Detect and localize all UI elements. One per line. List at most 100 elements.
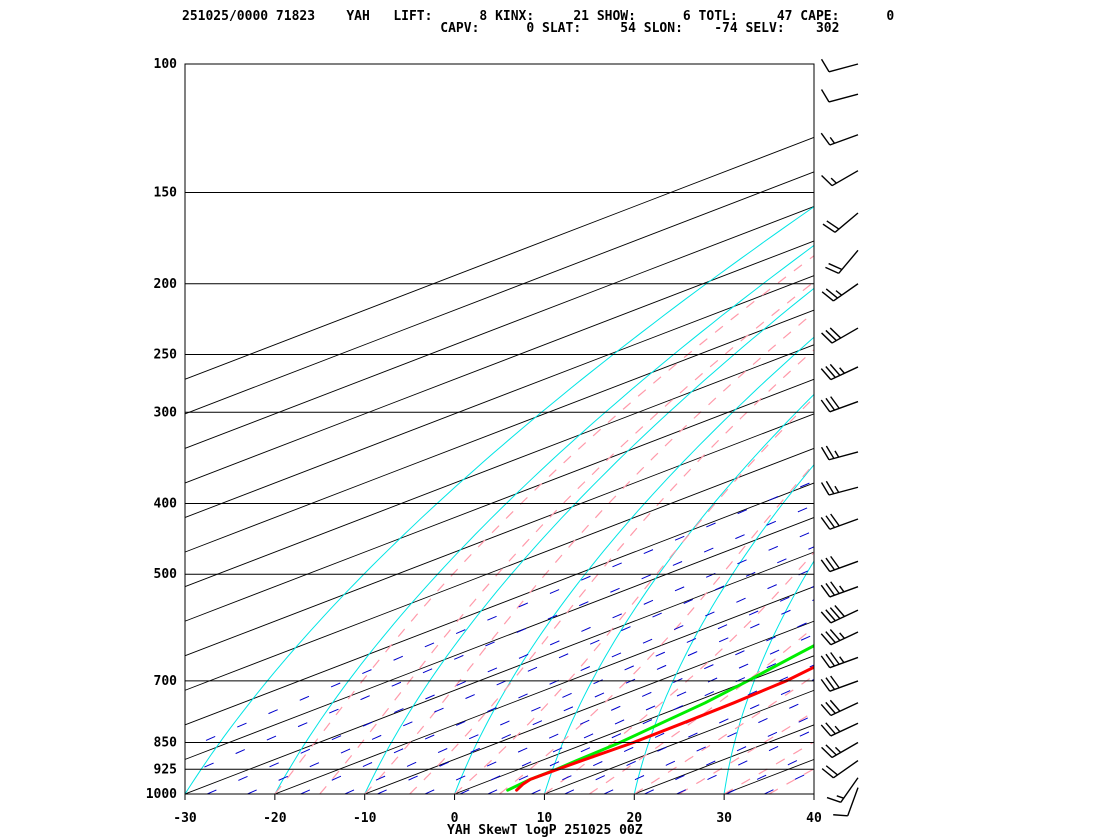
wind-barb-feather <box>820 368 832 381</box>
wind-barb-feather <box>825 701 836 714</box>
wind-barbs <box>820 58 859 817</box>
wind-barb-feather <box>826 220 840 230</box>
moist-adiabat-line <box>454 396 814 794</box>
wind-barb-feather <box>825 653 836 667</box>
moist-adiabat-line <box>768 768 814 794</box>
wind-barb-feather <box>820 633 832 646</box>
mixing-ratio-line <box>185 480 814 750</box>
wind-barb-feather <box>829 607 841 620</box>
wind-barb <box>829 518 859 530</box>
isotherm-line <box>364 620 814 794</box>
dry-adiabat-line <box>904 64 1120 794</box>
temperature-tick-label: 0 <box>451 811 459 826</box>
wind-barb-feather <box>820 678 831 692</box>
temperature-tick-label: 40 <box>806 811 822 826</box>
dry-adiabat-line <box>454 336 814 794</box>
wind-barb-feather <box>825 557 836 571</box>
moist-adiabat-line <box>723 741 814 794</box>
moist-adiabat-line <box>633 674 814 794</box>
pressure-tick-label: 400 <box>154 497 178 512</box>
wind-barb-feather <box>820 724 832 737</box>
isotherm-line <box>185 378 814 622</box>
wind-barb-feather <box>820 517 831 530</box>
wind-barb-feather <box>829 327 842 339</box>
mixing-ratio-line <box>487 645 814 794</box>
wind-barb <box>847 787 859 817</box>
isotherm-line <box>185 136 814 380</box>
mixing-ratio-line <box>564 679 814 794</box>
wind-barb-half-feather <box>839 367 845 374</box>
temperature-tick-label: 20 <box>626 811 642 826</box>
isotherm-line <box>185 309 814 553</box>
temperature-tick-label: -10 <box>353 811 377 826</box>
wind-barb-feather <box>820 655 831 669</box>
wind-barb-feather <box>829 363 841 376</box>
dry-adiabat-line <box>274 244 814 794</box>
wind-barb-feather <box>825 722 836 735</box>
wind-barb <box>830 722 859 737</box>
mixing-ratio-line <box>300 567 814 794</box>
header-line-2: CAPV: 0 SLAT: 54 SLON: -74 SELV: 302 <box>182 21 840 36</box>
wind-barb-feather <box>830 513 840 527</box>
isotherm-line <box>544 689 814 794</box>
wind-barb-feather <box>825 480 835 495</box>
dewpoint-line <box>506 643 814 792</box>
temperature-tick-label: 10 <box>537 811 553 826</box>
pressure-tick-label: 150 <box>154 186 178 201</box>
wind-barb-half-feather <box>834 450 840 458</box>
mixing-ratio-line <box>764 769 814 794</box>
pressure-tick-label: 700 <box>154 674 178 689</box>
wind-barb-feather <box>829 629 841 641</box>
wind-barb-feather <box>825 677 836 690</box>
mixing-ratio-line <box>726 751 814 794</box>
profiles <box>506 643 814 792</box>
wind-barb-feather <box>821 332 833 344</box>
mixing-ratio-line <box>424 619 814 794</box>
wind-barb-half-feather <box>834 746 842 753</box>
wind-barb-half-feather <box>834 485 840 493</box>
temperature-tick-label: -20 <box>263 811 287 826</box>
pressure-tick-label: 100 <box>154 57 178 72</box>
wind-barb-feather <box>825 366 836 378</box>
isotherm-line <box>185 447 814 691</box>
pressure-tick-label: 500 <box>154 567 178 582</box>
wind-barb-feather <box>820 399 831 413</box>
mixing-ratio-line <box>377 599 814 794</box>
mixing-ratio-line <box>206 530 814 794</box>
wind-barb-feather <box>820 611 832 624</box>
pressure-tick-label: 300 <box>154 405 178 420</box>
mixing-ratio-line <box>603 696 814 794</box>
wind-barb-feather <box>825 397 836 411</box>
wind-barb-half-feather <box>834 725 841 733</box>
wind-barb-feather <box>825 631 836 644</box>
footer-title: YAH SkewT logP 251025 00Z <box>447 823 643 838</box>
isotherm-line <box>185 240 814 484</box>
isotherm-line <box>185 205 814 449</box>
wind-barb-feather <box>830 581 840 594</box>
wind-barb-feather <box>825 266 840 274</box>
moist-adiabat-line <box>678 711 814 794</box>
isotherm-line <box>185 275 814 518</box>
wind-barb-feather <box>830 396 840 409</box>
temperature-line <box>515 665 814 792</box>
temperature-tick-label: -30 <box>173 811 197 826</box>
wind-barb-feather <box>830 555 840 569</box>
pressure-tick-label: 850 <box>154 735 178 750</box>
dry-adiabat-line <box>1077 64 1120 794</box>
isotherm-line <box>634 724 814 794</box>
header-line-1: 251025/0000 71823 YAH LIFT: 8 KINX: 21 S… <box>182 9 895 24</box>
dry-adiabat-line <box>723 560 814 794</box>
wind-barb <box>830 702 859 717</box>
wind-barb-feather <box>820 559 831 572</box>
wind-barb-feather <box>820 89 830 103</box>
dry-adiabat-line <box>185 206 814 794</box>
wind-barb-half-feather <box>839 632 845 639</box>
isotherm-line <box>813 793 814 794</box>
isotherm-line <box>185 551 814 794</box>
dry-adiabat-line <box>633 463 814 794</box>
pressure-tick-label: 1000 <box>146 787 177 802</box>
pressure-tick-label: 250 <box>154 347 178 362</box>
moist-adiabat-line <box>544 551 814 794</box>
wind-barb-feather <box>833 814 848 817</box>
